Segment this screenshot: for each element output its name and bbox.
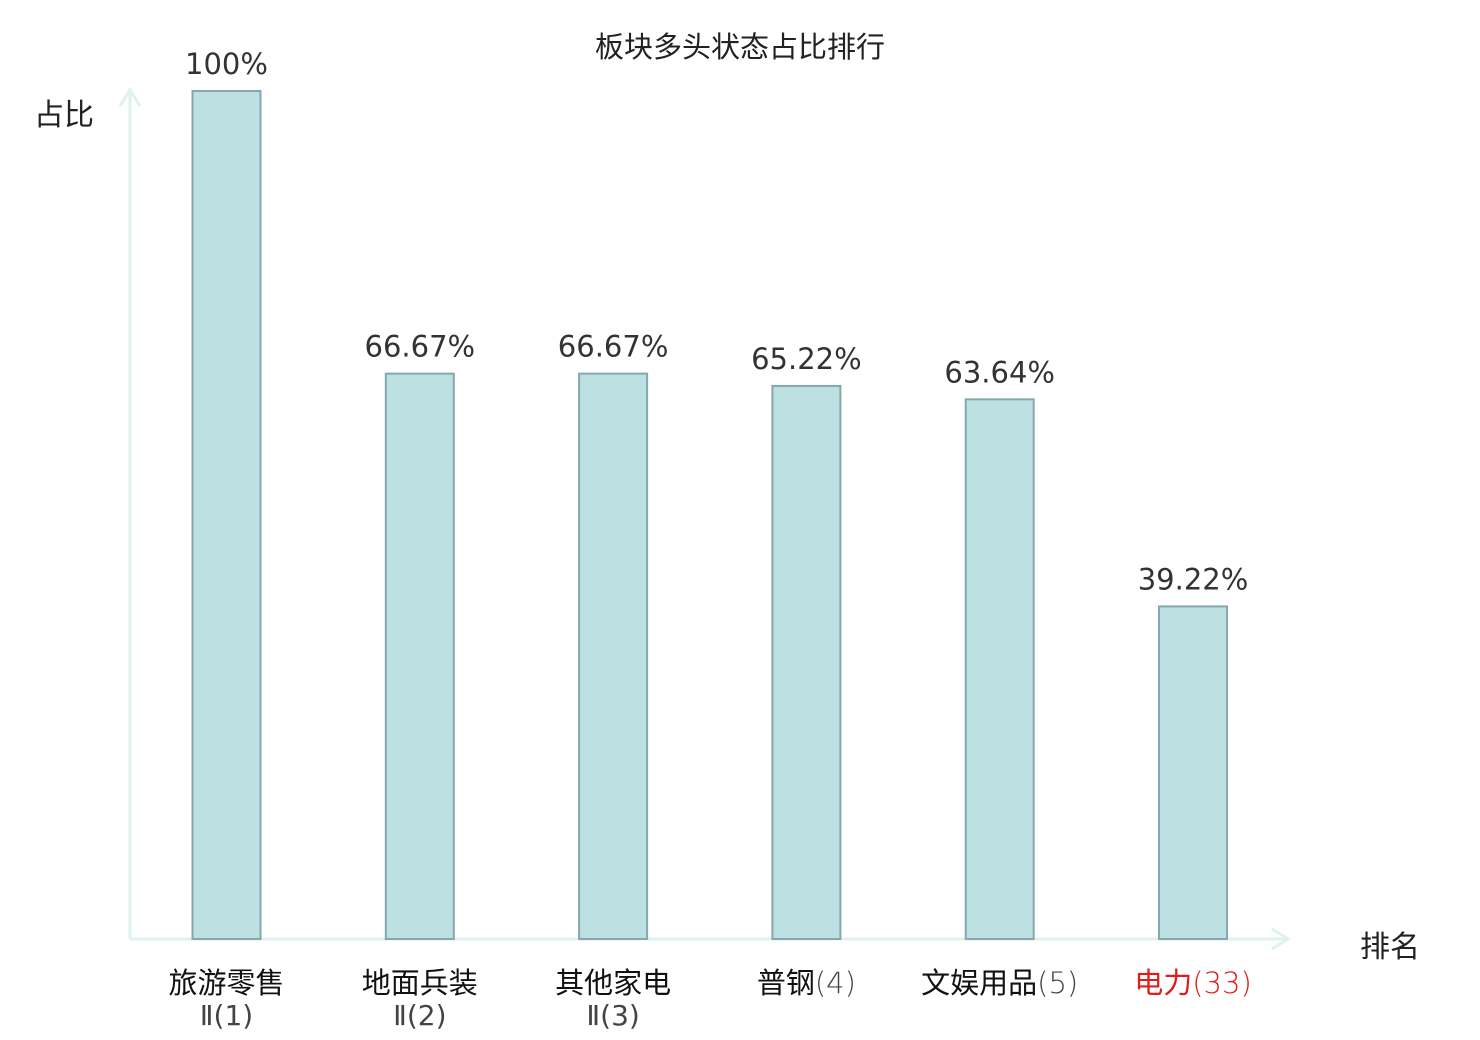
data-label: 100%	[185, 47, 268, 81]
x-tick-label: 电力(33)	[1134, 966, 1252, 1000]
bar	[771, 384, 842, 940]
bar	[191, 90, 262, 940]
y-axis-arrow	[118, 87, 142, 107]
y-axis-label: 占比	[34, 98, 94, 133]
x-axis-arrow	[1271, 927, 1291, 951]
chart-title: 板块多头状态占比排行	[594, 30, 885, 64]
bar	[384, 372, 455, 940]
data-label: 66.67%	[558, 330, 669, 364]
bar	[578, 372, 649, 940]
data-label: 65.22%	[751, 342, 862, 376]
x-tick-label: 普钢(4)	[757, 966, 856, 1000]
x-tick-label-line2: Ⅱ(3)	[586, 999, 639, 1032]
x-tick-label: 其他家电	[555, 966, 671, 1000]
x-axis-label: 排名	[1360, 930, 1420, 965]
data-label: 63.64%	[944, 355, 1055, 389]
x-tick-label-line2: Ⅱ(2)	[393, 999, 446, 1032]
x-tick-label: 文娱用品(5)	[921, 966, 1078, 1000]
data-label: 66.67%	[365, 330, 476, 364]
bar	[1158, 605, 1228, 941]
x-tick-label: 旅游零售	[168, 966, 284, 1000]
data-label: 39.22%	[1138, 562, 1249, 596]
x-tick-label: 地面兵装	[362, 966, 478, 1000]
x-tick-label-line2: Ⅱ(1)	[200, 999, 253, 1032]
bar	[964, 398, 1035, 940]
